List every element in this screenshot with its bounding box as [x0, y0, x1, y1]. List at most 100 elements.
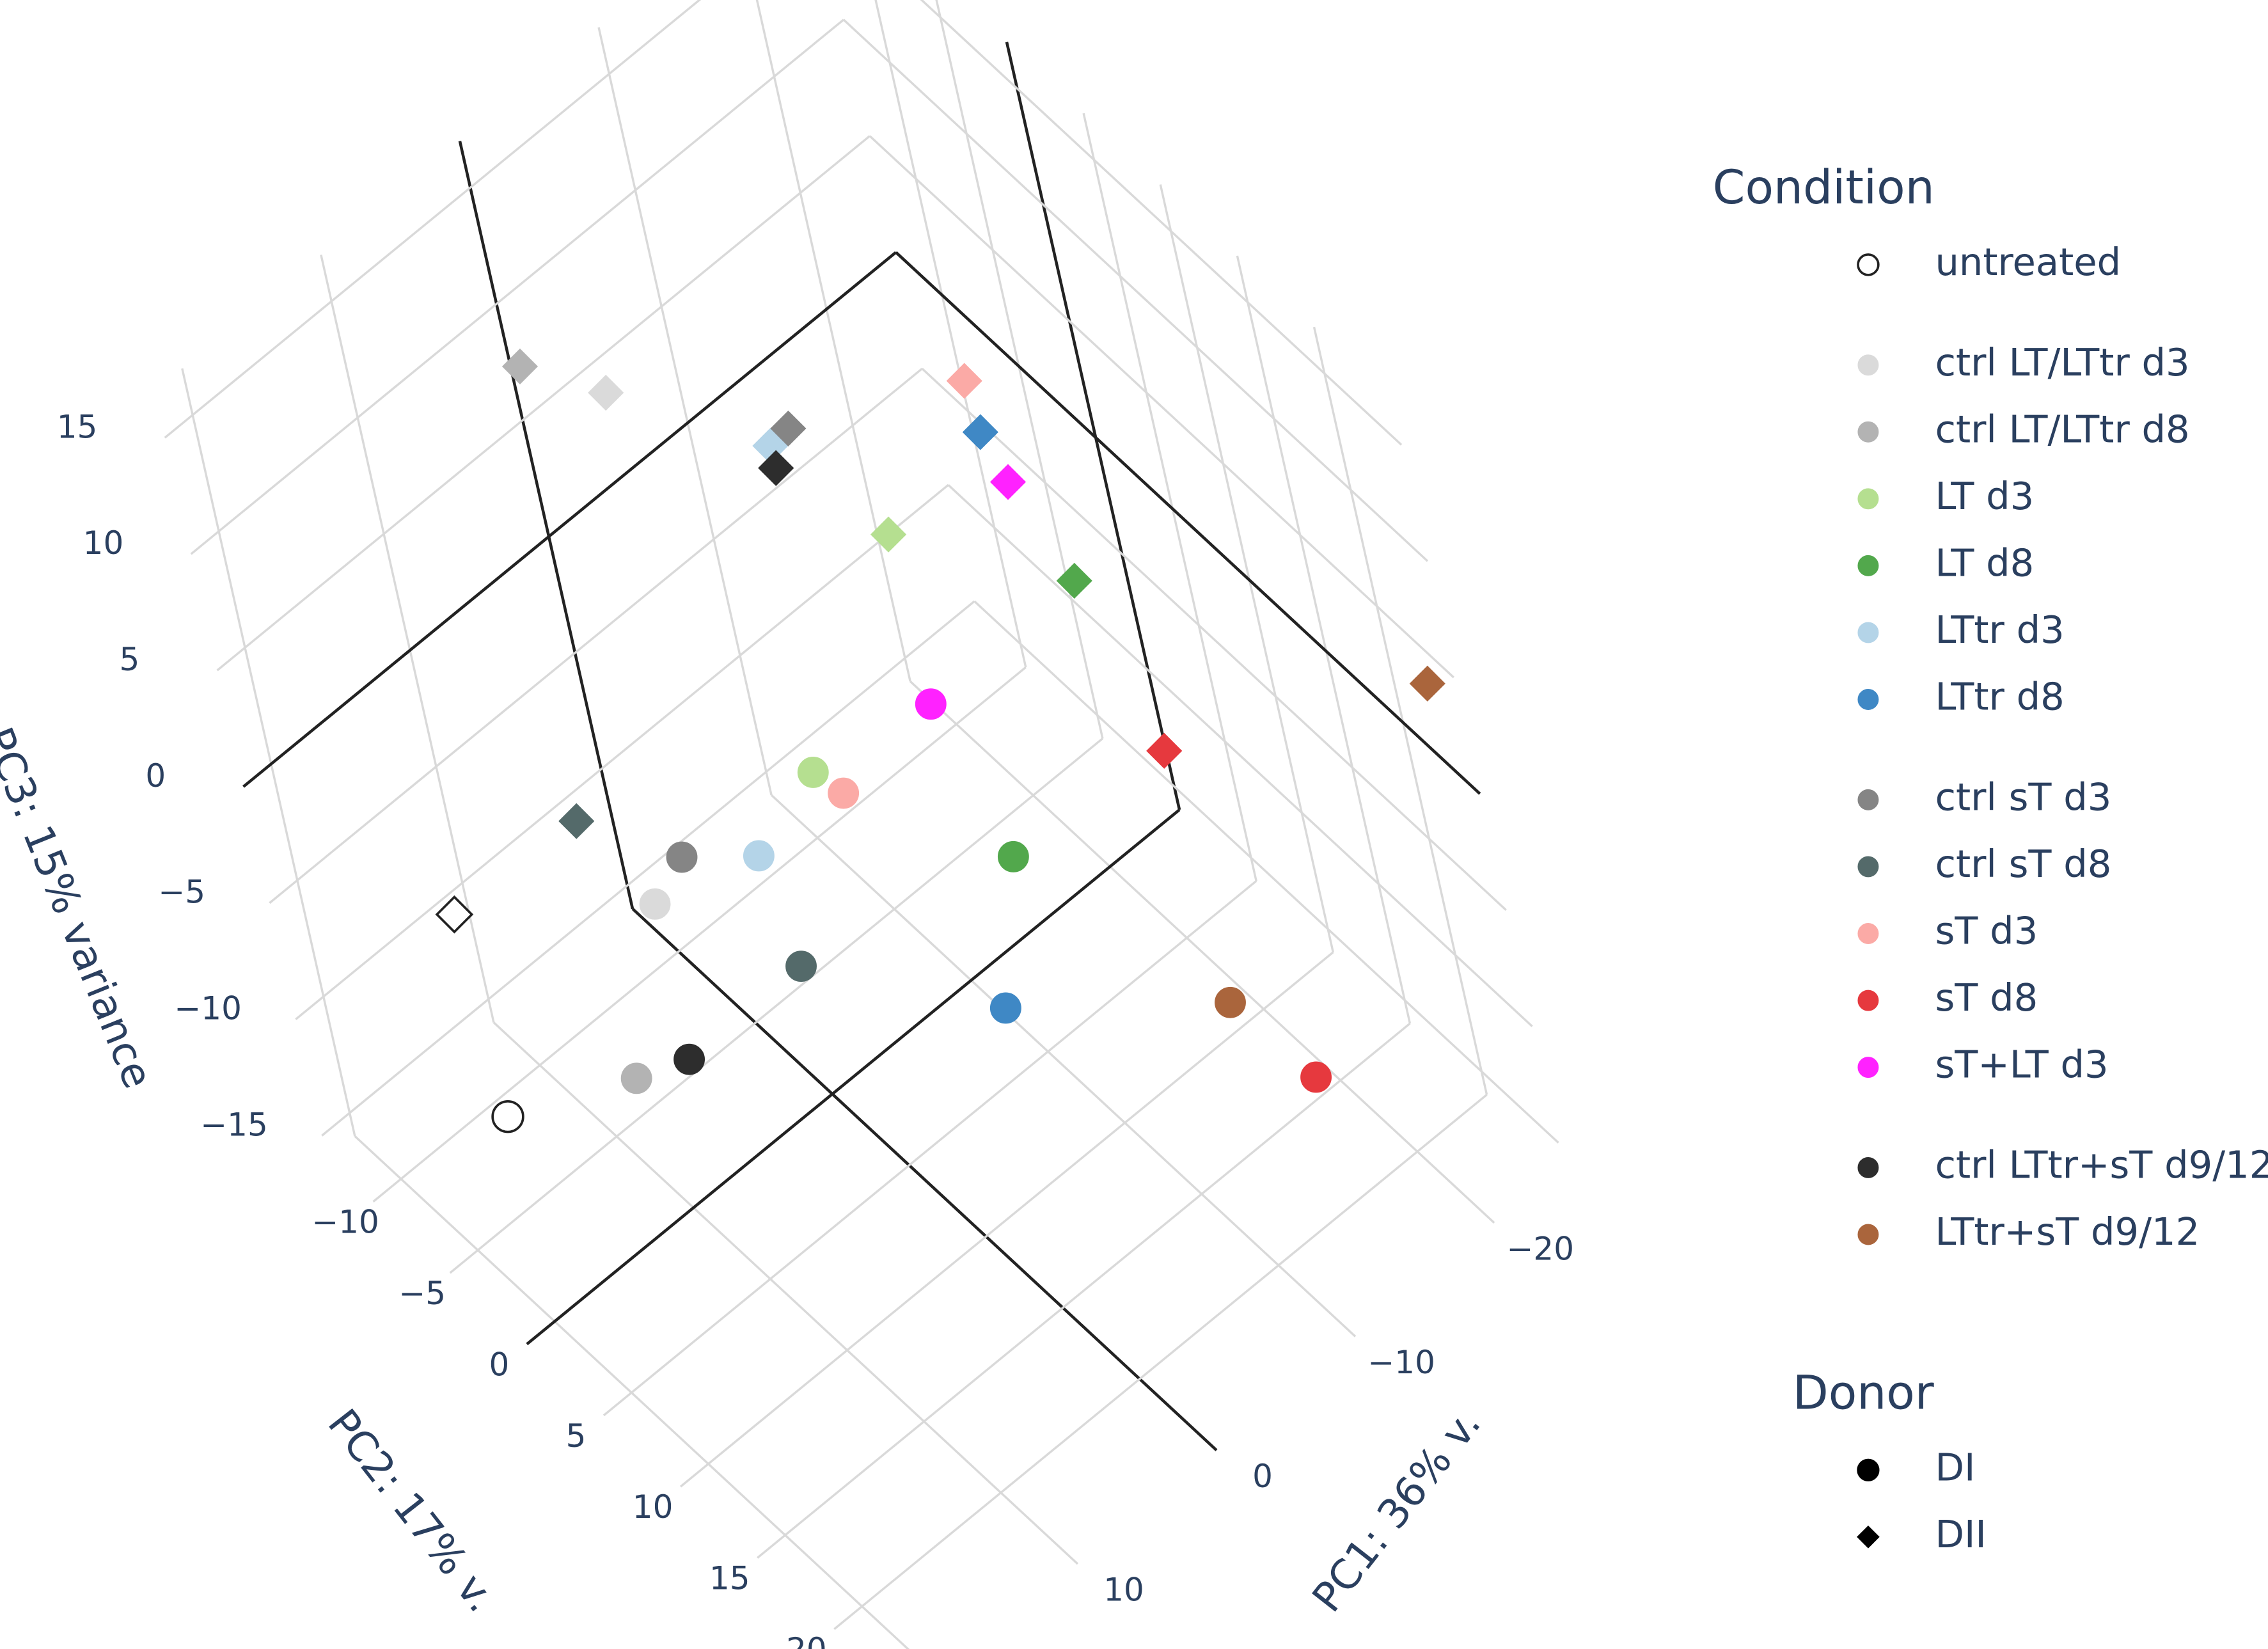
legend-marker — [1857, 856, 1879, 878]
data-point — [1056, 562, 1092, 599]
y-tick-label: −5 — [398, 1275, 446, 1312]
data-point — [828, 777, 860, 809]
legend-label[interactable]: LTtr d8 — [1935, 675, 2064, 719]
y-tick-label: 10 — [633, 1488, 673, 1526]
grid-line — [631, 908, 1218, 1451]
grid-line — [1312, 326, 1488, 1095]
grid-line — [295, 484, 949, 1020]
legend-label[interactable]: LTtr d3 — [1935, 608, 2064, 652]
grid-line — [1005, 42, 1181, 810]
legend-marker — [1857, 253, 1880, 276]
legend-label[interactable]: ctrl sT d8 — [1935, 842, 2111, 886]
grid-line — [947, 484, 1533, 1027]
grid-line — [321, 600, 975, 1137]
data-point — [870, 516, 907, 553]
legend-label[interactable]: sT d3 — [1935, 909, 2038, 953]
grid-line — [842, 19, 1429, 562]
z-tick-label: −15 — [200, 1106, 268, 1143]
grid-line — [833, 1094, 1488, 1630]
y-tick-label: −10 — [311, 1204, 379, 1241]
data-point — [491, 1100, 524, 1133]
grid-line — [526, 809, 1181, 1346]
data-point — [797, 757, 829, 788]
grid-line — [492, 1022, 1079, 1565]
legend-label[interactable]: LTtr+sT d9/12 — [1935, 1210, 2200, 1254]
legend-marker — [1857, 990, 1879, 1011]
legend-marker — [1857, 1156, 1879, 1178]
legend-label[interactable]: ctrl LT/LTtr d3 — [1935, 340, 2189, 384]
legend-label[interactable]: sT d8 — [1935, 975, 2038, 1020]
grid-line — [216, 135, 870, 672]
legend-label[interactable]: sT+LT d3 — [1935, 1043, 2108, 1087]
z-tick-label: 15 — [57, 408, 98, 445]
grid-line — [921, 368, 1507, 911]
legend-marker — [1857, 689, 1879, 710]
legend-title: Condition — [1713, 161, 1935, 215]
legend-marker — [1857, 1057, 1879, 1078]
data-point — [946, 363, 982, 399]
legend-label[interactable]: untreated — [1935, 240, 2121, 284]
donor-legend-title: Donor — [1793, 1366, 1934, 1420]
grid-line — [1159, 184, 1334, 953]
data-point — [770, 410, 807, 447]
x-tick-label: −10 — [1367, 1344, 1435, 1381]
data-point — [758, 450, 794, 486]
data-point — [501, 348, 539, 384]
data-point — [620, 1062, 652, 1094]
grid-line — [770, 794, 1357, 1337]
grid-line — [602, 880, 1257, 1417]
legend-marker — [1857, 488, 1879, 510]
grid-line — [190, 19, 845, 555]
data-point — [743, 840, 775, 872]
legend-marker — [1857, 1525, 1880, 1549]
z-tick-label: 0 — [145, 757, 166, 794]
data-point — [1215, 986, 1246, 1018]
data-point — [558, 803, 595, 839]
legend-marker — [1857, 622, 1879, 643]
grid-line — [354, 1135, 910, 1649]
grid-line — [1082, 113, 1257, 881]
grid-line — [597, 27, 773, 796]
legend-label[interactable]: DII — [1935, 1512, 1986, 1556]
grid-line — [449, 738, 1104, 1274]
legend-label[interactable]: ctrl sT d3 — [1935, 775, 2111, 819]
y-tick-label: 0 — [489, 1346, 509, 1383]
z-tick-label: 5 — [119, 641, 139, 678]
z-tick-label: 10 — [83, 525, 124, 562]
y-axis-title: PC2: 17% v. — [319, 1401, 505, 1621]
legend-marker — [1857, 1224, 1879, 1245]
legend-label[interactable]: LT d8 — [1935, 541, 2034, 585]
grid-line — [869, 135, 1455, 679]
y-tick-label: 15 — [709, 1560, 750, 1597]
data-point — [673, 1043, 705, 1075]
y-tick-label: 5 — [566, 1417, 587, 1455]
data-point — [588, 374, 624, 411]
y-tick-label: 20 — [786, 1631, 827, 1649]
data-point — [666, 841, 698, 873]
grid-line — [973, 600, 1559, 1144]
grid-line — [1236, 255, 1412, 1024]
grid-line — [242, 251, 897, 788]
data-point — [997, 840, 1029, 872]
z-tick-label: −5 — [158, 874, 205, 911]
x-tick-label: 0 — [1252, 1458, 1273, 1495]
grid-line — [372, 666, 1027, 1203]
legend-marker — [1857, 923, 1879, 944]
grid-line — [164, 0, 702, 439]
legend-label[interactable]: DI — [1935, 1445, 1975, 1489]
legend-label[interactable]: ctrl LTtr+sT d9/12 — [1935, 1143, 2268, 1187]
grid-line — [458, 141, 634, 910]
legend-marker — [1857, 354, 1879, 376]
data-point — [989, 464, 1027, 500]
legend-label[interactable]: ctrl LT/LTtr d8 — [1935, 407, 2189, 451]
legend-marker — [1857, 555, 1879, 576]
x-tick-label: −20 — [1506, 1230, 1574, 1267]
legend-label[interactable]: LT d3 — [1935, 474, 2034, 518]
grid-line — [269, 367, 923, 904]
data-point — [1300, 1061, 1332, 1093]
legend-marker — [1857, 789, 1879, 810]
z-tick-label: −10 — [174, 990, 242, 1027]
data-point — [435, 895, 474, 934]
data-point — [785, 951, 817, 982]
